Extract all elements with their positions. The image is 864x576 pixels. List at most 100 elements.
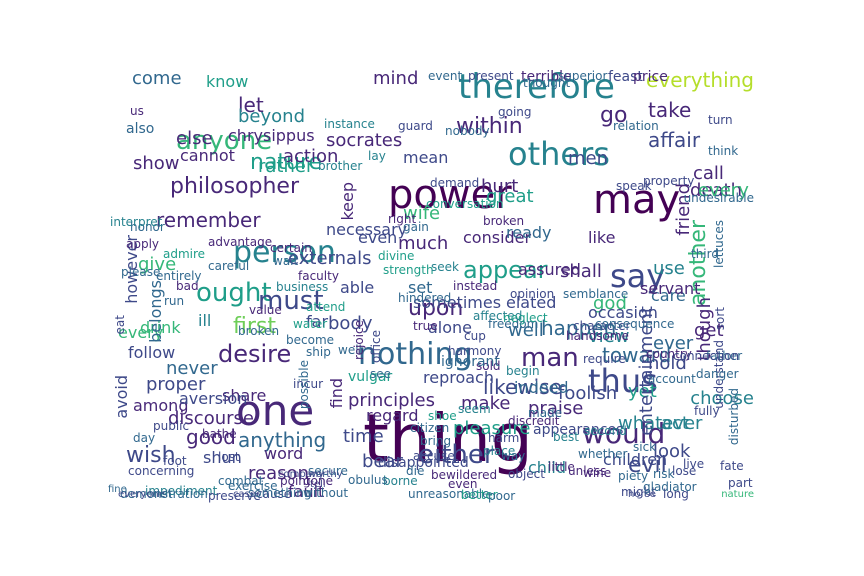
word-honor: honor (130, 220, 165, 234)
word-proper: proper (146, 374, 206, 395)
word-thought: thought (523, 76, 571, 90)
word-reproach: reproach (423, 368, 494, 387)
word-office: office (369, 330, 383, 363)
word-piety: piety (618, 469, 649, 483)
word-able: able (340, 278, 375, 297)
word-evil: evil (628, 453, 667, 478)
word-possible: possible (297, 360, 311, 410)
word-horse: horse (628, 489, 656, 500)
word-live: live (683, 457, 705, 471)
word-connection: connection (673, 349, 740, 363)
word-person: person (233, 235, 336, 270)
word-say: say (610, 257, 666, 295)
word-good: good (186, 425, 236, 449)
word-fault: fault (288, 482, 325, 501)
word-upon: upon (408, 296, 464, 321)
word-take: take (648, 98, 692, 122)
word-power: power (388, 172, 512, 218)
word-ought: ought (196, 278, 272, 308)
word-neglect: neglect (503, 311, 548, 325)
word-opinion: opinion (510, 287, 555, 301)
word-likewise: likewise (483, 375, 562, 399)
word-may: may (593, 177, 681, 223)
word-desire: desire (218, 340, 292, 368)
word-lost: lost (218, 450, 240, 464)
word-foot: foot (163, 454, 187, 468)
word-might: might (621, 485, 656, 499)
word-occasion: occasion (588, 303, 658, 322)
word-avoid: avoid (112, 375, 131, 419)
word-conversation: conversation (426, 197, 504, 211)
word-rich: rich (153, 489, 172, 500)
word-affair: affair (648, 128, 701, 152)
word-aversion: aversion (179, 389, 248, 408)
word-unless: unless (568, 464, 607, 478)
word-little: little (548, 460, 575, 474)
word-death: death (690, 180, 742, 201)
word-worthy: worthy (308, 469, 343, 480)
word-advantage: advantage (208, 235, 273, 249)
word-mind: mind (373, 68, 419, 89)
word-bewildered: bewildered (431, 468, 498, 482)
word-wait: wait (273, 254, 299, 268)
word-mean: mean (403, 148, 449, 167)
word-appear: appear (463, 256, 548, 284)
word-choose: choose (690, 388, 754, 409)
word-find: find (327, 378, 346, 409)
word-set: set (408, 278, 433, 297)
word-event: event (428, 69, 463, 83)
word-country: country (646, 347, 692, 361)
word-wife: wife (403, 203, 441, 224)
word-therefore: therefore (458, 67, 615, 107)
word-business: business (276, 280, 329, 294)
word-shall: shall (560, 261, 602, 282)
word-nature: nature (721, 489, 754, 500)
word-fully: fully (694, 404, 720, 418)
word-bring: bring (420, 434, 452, 448)
word-even: even (358, 228, 398, 247)
word-go: go (600, 103, 628, 128)
word-case: case (233, 489, 256, 500)
word-admire: admire (163, 247, 206, 261)
word-discourse: discourse (168, 408, 254, 429)
word-value: value (249, 303, 282, 317)
word-anyone: anyone (176, 126, 273, 156)
word-careful: careful (208, 259, 250, 273)
word-entirely: entirely (156, 269, 202, 283)
word-property: property (643, 174, 695, 188)
word-account: account (648, 372, 696, 386)
word-pleasure: pleasure (453, 418, 531, 439)
word-ill: ill (198, 311, 212, 330)
word-harm: harm (488, 431, 520, 445)
word-follow: follow (128, 343, 176, 362)
word-within: within (456, 114, 523, 139)
word-hindered: hindered (398, 291, 452, 305)
word-nothing: nothing (358, 337, 473, 372)
word-praise: praise (528, 398, 584, 419)
word-object: object (508, 467, 545, 481)
word-children: children (603, 450, 668, 469)
word-man: man (521, 343, 579, 373)
word-unreasonable: unreasonable (408, 487, 490, 501)
word-brother: brother (318, 159, 363, 173)
word-word: word (264, 444, 304, 463)
word-let: let (238, 93, 264, 117)
word-seem: seem (458, 402, 491, 416)
word-combat: combat (218, 474, 264, 488)
word-wine: wine (583, 466, 612, 480)
word-far: far (306, 312, 329, 331)
word-harmony: harmony (448, 344, 502, 358)
word-cup: cup (464, 329, 486, 343)
word-would: would (582, 417, 666, 450)
word-rather: rather (258, 156, 314, 177)
word-hold: hold (648, 353, 687, 374)
word-day: day (133, 431, 156, 445)
word-relation: relation (613, 119, 659, 133)
word-make: make (461, 393, 511, 414)
word-beyond: beyond (238, 106, 305, 127)
word-lay: lay (368, 149, 386, 163)
word-yet: yet (628, 381, 657, 402)
word-right: right (388, 212, 417, 226)
word-water: water (293, 317, 328, 331)
word-exercise: exercise (228, 479, 278, 493)
